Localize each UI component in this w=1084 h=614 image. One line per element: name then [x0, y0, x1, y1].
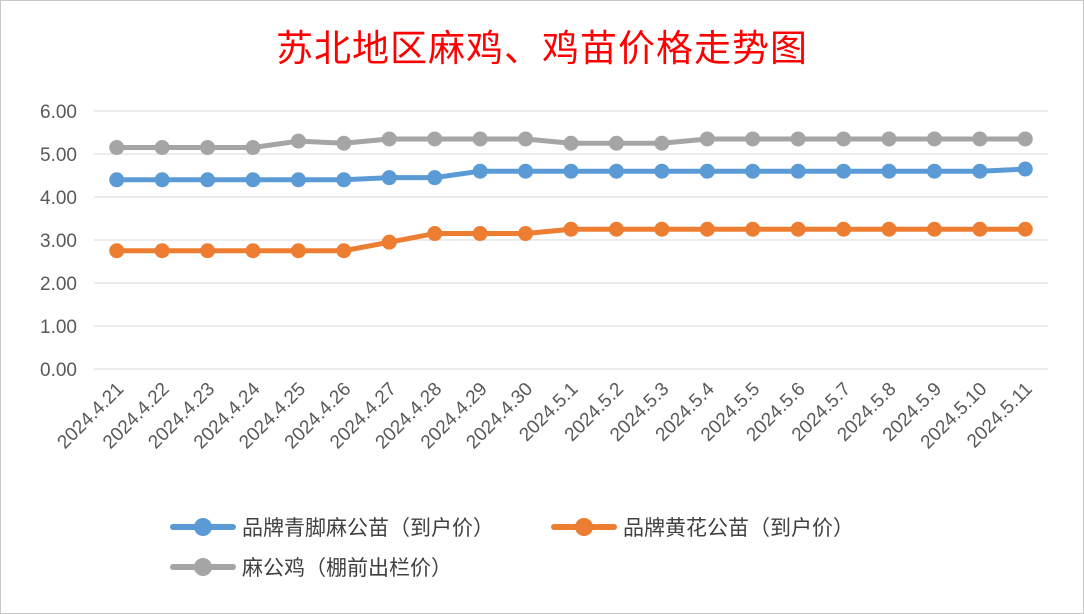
- data-point-series-3: [336, 135, 352, 151]
- y-tick-label: 4.00: [40, 188, 77, 209]
- data-point-series-3: [654, 135, 670, 151]
- data-point-series-1: [336, 172, 352, 188]
- y-tick-label: 6.00: [40, 102, 77, 123]
- data-point-series-2: [926, 221, 942, 237]
- data-point-series-2: [881, 221, 897, 237]
- data-point-series-3: [745, 131, 761, 147]
- data-point-series-3: [699, 131, 715, 147]
- data-point-series-3: [608, 135, 624, 151]
- data-point-series-2: [472, 226, 488, 242]
- data-point-series-1: [200, 172, 216, 188]
- data-point-series-1: [926, 163, 942, 179]
- data-point-series-2: [745, 221, 761, 237]
- data-point-series-1: [972, 163, 988, 179]
- data-point-series-2: [563, 221, 579, 237]
- data-point-series-3: [790, 131, 806, 147]
- data-point-series-2: [245, 243, 261, 259]
- data-point-series-2: [608, 221, 624, 237]
- data-point-series-2: [518, 226, 534, 242]
- data-point-series-1: [790, 163, 806, 179]
- data-point-series-2: [154, 243, 170, 259]
- data-point-series-3: [427, 131, 443, 147]
- y-tick-label: 0.00: [40, 360, 77, 381]
- data-point-series-1: [245, 172, 261, 188]
- data-point-series-3: [109, 140, 125, 156]
- data-point-series-1: [518, 163, 534, 179]
- data-point-series-3: [881, 131, 897, 147]
- data-point-series-1: [427, 170, 443, 186]
- legend-item-series-3: 麻公鸡（棚前出栏价）: [170, 552, 452, 582]
- data-point-series-3: [1017, 131, 1033, 147]
- legend-swatch-3: [170, 552, 236, 582]
- y-tick-label: 2.00: [40, 274, 77, 295]
- data-point-series-1: [154, 172, 170, 188]
- data-point-series-3: [472, 131, 488, 147]
- data-point-series-3: [154, 140, 170, 156]
- data-point-series-2: [200, 243, 216, 259]
- data-point-series-3: [245, 140, 261, 156]
- legend-label-2: 品牌黄花公苗（到户价）: [623, 516, 854, 540]
- data-point-series-2: [381, 234, 397, 250]
- data-point-series-2: [972, 221, 988, 237]
- data-point-series-1: [836, 163, 852, 179]
- data-point-series-1: [608, 163, 624, 179]
- data-point-series-3: [518, 131, 534, 147]
- data-point-series-2: [699, 221, 715, 237]
- data-point-series-1: [881, 163, 897, 179]
- data-point-series-1: [563, 163, 579, 179]
- y-tick-label: 1.00: [40, 317, 77, 338]
- data-point-series-1: [699, 163, 715, 179]
- data-point-series-1: [745, 163, 761, 179]
- data-point-series-1: [109, 172, 125, 188]
- y-tick-label: 3.00: [40, 231, 77, 252]
- data-point-series-2: [790, 221, 806, 237]
- data-point-series-3: [836, 131, 852, 147]
- data-point-series-2: [654, 221, 670, 237]
- data-point-series-3: [290, 133, 306, 149]
- legend-label-1: 品牌青脚麻公苗（到户价）: [242, 516, 494, 540]
- legend-label-3: 麻公鸡（棚前出栏价）: [242, 556, 452, 580]
- legend-swatch-2: [551, 512, 617, 542]
- data-point-series-2: [109, 243, 125, 259]
- data-point-series-3: [563, 135, 579, 151]
- data-point-series-3: [972, 131, 988, 147]
- data-point-series-2: [836, 221, 852, 237]
- data-point-series-1: [472, 163, 488, 179]
- data-point-series-3: [926, 131, 942, 147]
- y-tick-label: 5.00: [40, 145, 77, 166]
- data-point-series-1: [1017, 161, 1033, 177]
- data-point-series-1: [654, 163, 670, 179]
- data-point-series-3: [200, 140, 216, 156]
- data-point-series-2: [290, 243, 306, 259]
- data-point-series-2: [336, 243, 352, 259]
- data-point-series-3: [381, 131, 397, 147]
- legend-item-series-2: 品牌黄花公苗（到户价）: [551, 512, 854, 542]
- data-point-series-1: [381, 170, 397, 186]
- legend-item-series-1: 品牌青脚麻公苗（到户价）: [170, 512, 494, 542]
- data-point-series-2: [1017, 221, 1033, 237]
- data-point-series-1: [290, 172, 306, 188]
- data-point-series-2: [427, 226, 443, 242]
- chart-title: 苏北地区麻鸡、鸡苗价格走势图: [276, 27, 808, 70]
- legend-swatch-1: [170, 512, 236, 542]
